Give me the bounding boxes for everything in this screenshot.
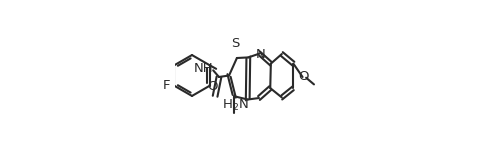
Text: N: N xyxy=(255,48,265,61)
Text: NH: NH xyxy=(193,62,213,75)
Text: H$_2$N: H$_2$N xyxy=(222,97,249,112)
Text: S: S xyxy=(232,37,240,50)
Text: O: O xyxy=(207,80,218,93)
Text: F: F xyxy=(163,79,171,92)
Text: O: O xyxy=(298,70,309,83)
